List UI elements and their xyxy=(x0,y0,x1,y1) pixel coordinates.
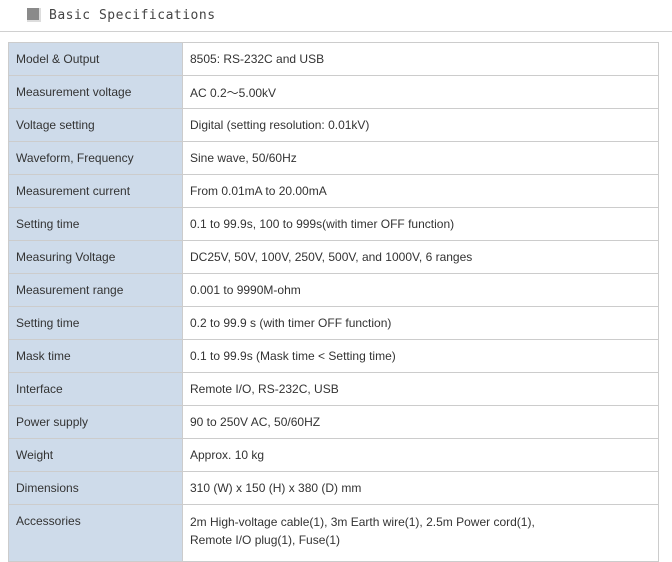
section-header: Basic Specifications xyxy=(27,5,216,25)
spec-value: 0.1 to 99.9s, 100 to 999s(with timer OFF… xyxy=(182,207,659,241)
spec-label: Weight xyxy=(8,438,183,472)
spec-label: Waveform, Frequency xyxy=(8,141,183,175)
spec-row: Model & Output 8505: RS-232C and USB xyxy=(8,42,659,76)
header-divider xyxy=(0,31,672,32)
spec-value: 310 (W) x 150 (H) x 380 (D) mm xyxy=(182,471,659,505)
spec-value: From 0.01mA to 20.00mA xyxy=(182,174,659,208)
spec-label: Power supply xyxy=(8,405,183,439)
spec-row: Measurement voltage AC 0.2～5.00kV xyxy=(8,75,659,109)
spec-label: Model & Output xyxy=(8,42,183,76)
spec-value: Digital (setting resolution: 0.01kV) xyxy=(182,108,659,142)
spec-row: Mask time 0.1 to 99.9s (Mask time < Setti… xyxy=(8,339,659,373)
spec-label: Measuring Voltage xyxy=(8,240,183,274)
spec-row: Accessories 2m High-voltage cable(1), 3m … xyxy=(8,504,659,562)
spec-label: Mask time xyxy=(8,339,183,373)
spec-label: Dimensions xyxy=(8,471,183,505)
spec-row: Setting time 0.2 to 99.9 s (with timer OF… xyxy=(8,306,659,340)
spec-value: 90 to 250V AC, 50/60HZ xyxy=(182,405,659,439)
spec-value: DC25V, 50V, 100V, 250V, 500V, and 1000V,… xyxy=(182,240,659,274)
spec-row: Weight Approx. 10 kg xyxy=(8,438,659,472)
spec-row: Waveform, Frequency Sine wave, 50/60Hz xyxy=(8,141,659,175)
spec-label: Measurement current xyxy=(8,174,183,208)
spec-value: AC 0.2～5.00kV xyxy=(182,75,659,109)
spec-value-line: Remote I/O plug(1), Fuse(1) xyxy=(190,533,341,547)
spec-value: 2m High-voltage cable(1), 3m Earth wire(… xyxy=(182,504,659,562)
spec-value: 0.1 to 99.9s (Mask time < Setting time) xyxy=(182,339,659,373)
spec-row: Power supply 90 to 250V AC, 50/60HZ xyxy=(8,405,659,439)
spec-row: Measurement current From 0.01mA to 20.00m… xyxy=(8,174,659,208)
spec-value: 0.2 to 99.9 s (with timer OFF function) xyxy=(182,306,659,340)
spec-label: Measurement range xyxy=(8,273,183,307)
spec-row: Interface Remote I/O, RS-232C, USB xyxy=(8,372,659,406)
spec-row: Dimensions 310 (W) x 150 (H) x 380 (D) mm xyxy=(8,471,659,505)
spec-row: Measuring Voltage DC25V, 50V, 100V, 250V,… xyxy=(8,240,659,274)
spec-label: Measurement voltage xyxy=(8,75,183,109)
spec-value-line: 2m High-voltage cable(1), 3m Earth wire(… xyxy=(190,515,535,529)
spec-label: Interface xyxy=(8,372,183,406)
spec-value: 8505: RS-232C and USB xyxy=(182,42,659,76)
spec-label: Setting time xyxy=(8,306,183,340)
spec-label: Voltage setting xyxy=(8,108,183,142)
spec-label: Accessories xyxy=(8,504,183,562)
spec-value: Sine wave, 50/60Hz xyxy=(182,141,659,175)
specifications-table: Model & Output 8505: RS-232C and USB Measu… xyxy=(8,42,659,562)
square-bullet-icon xyxy=(27,8,41,22)
spec-value: Approx. 10 kg xyxy=(182,438,659,472)
spec-row: Measurement range 0.001 to 9990M-ohm xyxy=(8,273,659,307)
spec-row: Voltage setting Digital (setting resoluti… xyxy=(8,108,659,142)
section-title: Basic Specifications xyxy=(49,7,216,23)
spec-value: Remote I/O, RS-232C, USB xyxy=(182,372,659,406)
spec-label: Setting time xyxy=(8,207,183,241)
spec-row: Setting time 0.1 to 99.9s, 100 to 999s(wi… xyxy=(8,207,659,241)
spec-value: 0.001 to 9990M-ohm xyxy=(182,273,659,307)
